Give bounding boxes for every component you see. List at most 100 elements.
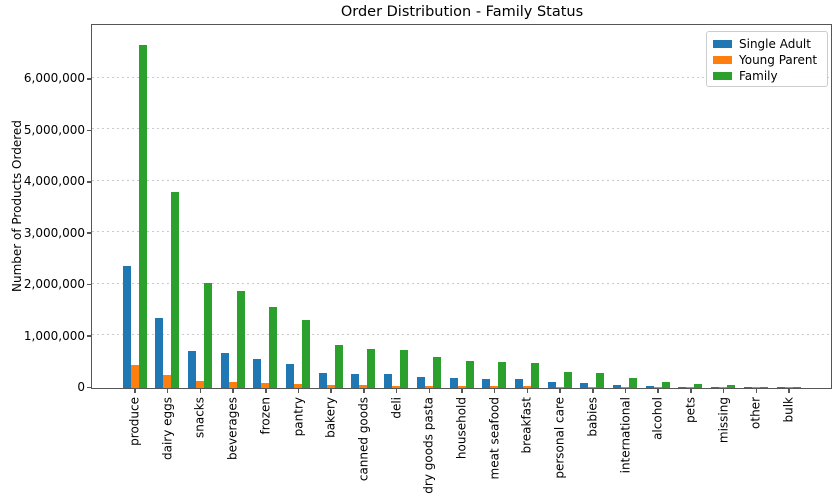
y-tick-label: 0 — [77, 380, 85, 394]
bar — [318, 373, 327, 388]
gridline — [92, 179, 831, 181]
x-tick-mark — [232, 389, 234, 393]
gridline — [92, 282, 831, 284]
x-tick-mark — [493, 389, 496, 393]
bar — [776, 387, 785, 388]
bar — [686, 387, 695, 388]
x-tick-label: pantry — [291, 396, 305, 436]
bar — [678, 387, 687, 388]
bar — [555, 387, 564, 388]
x-tick-mark — [559, 389, 561, 393]
x-tick-label: household — [454, 396, 469, 459]
x-tick-label: pets — [683, 396, 698, 423]
bar — [195, 381, 204, 388]
bar — [171, 192, 180, 388]
bar — [269, 307, 278, 388]
bar — [286, 364, 294, 388]
bar — [351, 374, 360, 388]
y-tick-mark — [86, 386, 92, 389]
bar — [621, 387, 629, 388]
single-adult-swatch-icon — [713, 40, 732, 48]
bar — [220, 353, 229, 388]
x-tick-mark — [297, 389, 300, 393]
bar — [302, 320, 310, 388]
x-tick-label: frozen — [258, 396, 273, 435]
bar — [465, 361, 474, 388]
chart-title: Order Distribution - Family Status — [340, 4, 584, 20]
bar — [163, 375, 172, 388]
y-tick-label: 1,000,000 — [23, 328, 85, 343]
bar — [596, 373, 605, 388]
bar — [522, 386, 531, 388]
y-tick-label: 5,000,000 — [23, 122, 85, 137]
gridline — [92, 231, 831, 233]
bar — [751, 387, 760, 388]
legend-label: Single Adult — [739, 37, 811, 51]
y-tick-mark — [86, 335, 92, 337]
bar — [727, 385, 736, 388]
x-tick-label: beverages — [225, 396, 240, 460]
x-tick-mark — [134, 389, 136, 393]
y-tick-label: 2,000,000 — [23, 277, 85, 292]
x-tick-mark — [722, 389, 725, 393]
bar — [432, 357, 441, 388]
bar — [547, 382, 556, 388]
x-tick-mark — [461, 389, 463, 393]
bar — [416, 377, 425, 388]
x-tick-mark — [265, 389, 267, 393]
bar — [661, 382, 670, 388]
x-tick-label: bakery — [323, 396, 338, 438]
legend-item-young-parent: Young Parent — [713, 52, 821, 68]
x-tick-label: personal care — [552, 396, 567, 479]
legend-item-single-adult: Single Adult — [713, 36, 821, 52]
x-tick-label: dry goods pasta — [421, 396, 436, 494]
bar — [449, 378, 458, 388]
x-tick-label: missing — [716, 396, 731, 443]
x-tick-label: meat seafood — [487, 396, 502, 479]
y-tick-mark — [86, 181, 92, 183]
gridline — [92, 76, 831, 78]
bar — [155, 318, 164, 388]
x-tick-mark — [199, 389, 202, 393]
x-tick-label: alcohol — [650, 396, 665, 440]
bar — [792, 387, 801, 388]
x-tick-label: dairy eggs — [160, 396, 175, 460]
x-tick-label: international — [618, 396, 632, 473]
bar — [400, 350, 409, 388]
bar — [253, 359, 262, 388]
bar — [203, 283, 212, 388]
x-tick-label: other — [748, 396, 763, 429]
x-tick-label: canned goods — [356, 396, 371, 481]
bar — [384, 374, 393, 388]
x-tick-mark — [788, 389, 790, 393]
bar — [187, 351, 196, 388]
x-tick-mark — [428, 389, 431, 393]
bar — [629, 378, 637, 388]
bar — [367, 349, 376, 388]
x-tick-label: snacks — [192, 396, 207, 438]
gridline — [92, 128, 831, 130]
family-swatch-icon — [713, 72, 732, 80]
legend-label: Young Parent — [739, 53, 818, 67]
bar — [359, 385, 368, 388]
y-tick-label: 4,000,000 — [23, 174, 85, 189]
x-tick-mark — [624, 389, 627, 393]
bar — [613, 385, 621, 388]
bar — [719, 387, 728, 388]
y-tick-mark — [86, 78, 92, 80]
bar — [236, 291, 245, 388]
bar — [130, 365, 139, 388]
x-tick-label: babies — [585, 396, 600, 437]
legend-item-family: Family — [713, 68, 821, 84]
bar — [228, 382, 237, 388]
bar — [498, 362, 507, 388]
bar — [580, 383, 589, 388]
y-tick-label: 6,000,000 — [23, 71, 85, 86]
bar — [530, 363, 539, 388]
bar — [424, 386, 433, 388]
x-tick-label: breakfast — [519, 396, 534, 454]
bar — [482, 379, 491, 388]
x-tick-mark — [166, 389, 169, 393]
x-tick-mark — [363, 389, 365, 393]
y-tick-mark — [86, 232, 92, 234]
